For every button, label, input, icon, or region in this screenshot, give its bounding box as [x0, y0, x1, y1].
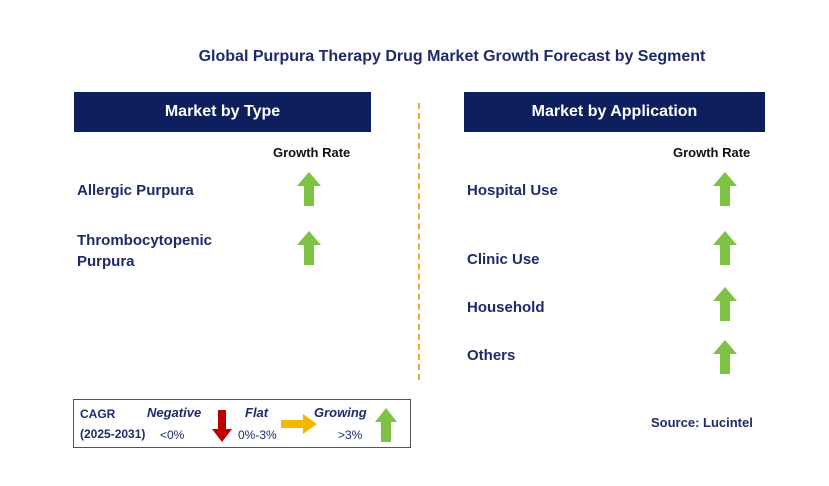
application-item-household: Household [467, 299, 545, 316]
up-arrow-icon [297, 172, 321, 206]
up-arrow-icon [297, 231, 321, 265]
type-item-allergic-purpura: Allergic Purpura [77, 182, 194, 199]
type-item-thrombocytopenic-purpura: Thrombocytopenic Purpura [77, 230, 212, 272]
source-label: Source: Lucintel [651, 415, 753, 430]
legend-cagr-label: CAGR [80, 407, 116, 421]
right-arrow-icon [281, 414, 317, 434]
application-item-others: Others [467, 347, 516, 364]
type-growth-rate-label: Growth Rate [273, 145, 351, 160]
legend-negative-label: Negative [147, 405, 202, 420]
legend-negative-range: <0% [160, 428, 185, 442]
panel-divider [418, 103, 420, 380]
up-arrow-icon [375, 408, 397, 442]
application-item-hospital-use: Hospital Use [467, 182, 558, 199]
application-item-clinic-use: Clinic Use [467, 251, 540, 268]
type-panel-header: Market by Type [74, 92, 371, 132]
up-arrow-icon [713, 287, 737, 321]
legend-flat-range: 0%-3% [238, 428, 277, 442]
legend-period: (2025-2031) [80, 427, 146, 441]
type-item-label-line2: Purpura [77, 253, 135, 270]
legend-growing-label: Growing [314, 405, 367, 420]
type-item-label-line1: Thrombocytopenic [77, 232, 213, 249]
cagr-legend: CAGR (2025-2031) Negative <0% Flat 0%-3%… [73, 399, 411, 448]
up-arrow-icon [713, 172, 737, 206]
chart-title: Global Purpura Therapy Drug Market Growt… [198, 48, 706, 65]
down-arrow-icon [212, 410, 232, 442]
up-arrow-icon [713, 231, 737, 265]
legend-growing-range: >3% [338, 428, 363, 442]
application-panel-header: Market by Application [464, 92, 765, 132]
up-arrow-icon [713, 340, 737, 374]
application-growth-rate-label: Growth Rate [673, 145, 751, 160]
legend-flat-label: Flat [245, 405, 269, 420]
